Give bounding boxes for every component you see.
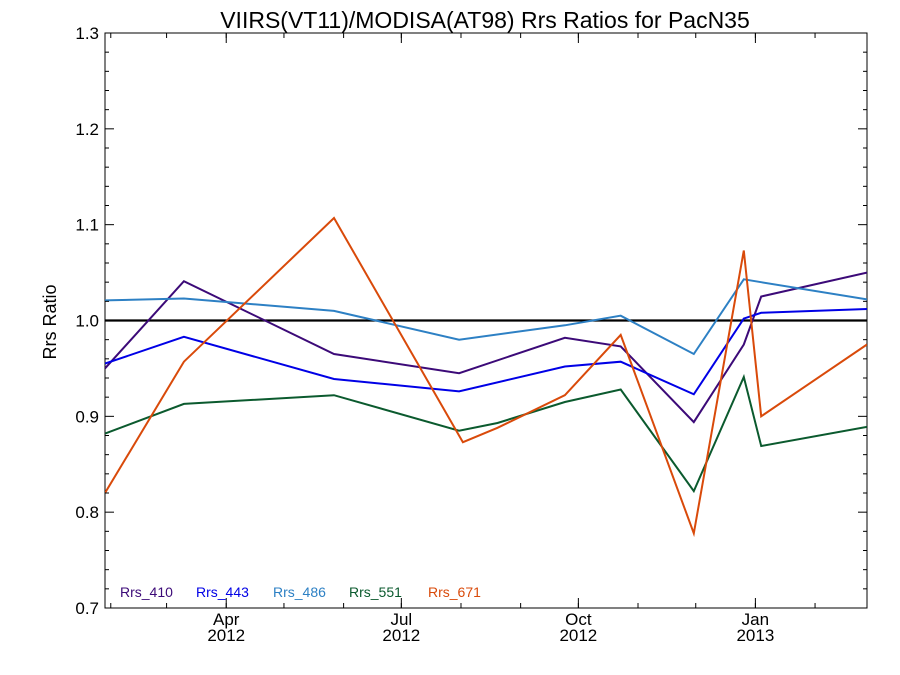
legend: Rrs_410 Rrs_443 Rrs_486 Rrs_551 Rrs_671 bbox=[120, 584, 481, 600]
y-tick-label: 1.2 bbox=[75, 120, 99, 139]
series-line-rrs-671 bbox=[105, 216, 867, 538]
y-tick-label: 1.0 bbox=[75, 312, 99, 331]
x-tick-label-year: 2013 bbox=[736, 626, 774, 645]
chart-title: VIIRS(VT11)/MODISA(AT98) Rrs Ratios for … bbox=[220, 7, 750, 33]
y-axis-label: Rrs Ratio bbox=[40, 284, 60, 359]
legend-entry-rrs-551: Rrs_551 bbox=[349, 584, 402, 600]
x-tick-label-year: 2012 bbox=[559, 626, 597, 645]
series-line-rrs-486 bbox=[105, 278, 867, 356]
x-tick-label-month: Oct bbox=[565, 610, 592, 629]
series-line-rrs-551 bbox=[105, 373, 867, 494]
axes-layer: 0.70.80.91.01.11.21.3Apr2012Jul2012Oct20… bbox=[75, 24, 867, 645]
y-tick-label: 1.1 bbox=[75, 216, 99, 235]
legend-entry-rrs-671: Rrs_671 bbox=[428, 584, 481, 600]
x-tick-label-month: Apr bbox=[213, 610, 240, 629]
legend-entry-rrs-443: Rrs_443 bbox=[196, 584, 249, 600]
x-tick-label-year: 2012 bbox=[382, 626, 420, 645]
y-tick-label: 0.8 bbox=[75, 503, 99, 522]
y-tick-label: 1.3 bbox=[75, 24, 99, 43]
series-line-rrs-410 bbox=[105, 271, 867, 424]
x-tick-label-month: Jul bbox=[390, 610, 412, 629]
y-tick-label: 0.7 bbox=[75, 599, 99, 618]
y-tick-label: 0.9 bbox=[75, 407, 99, 426]
x-tick-label-year: 2012 bbox=[207, 626, 245, 645]
series-layer bbox=[105, 216, 867, 538]
x-tick-label-month: Jan bbox=[742, 610, 769, 629]
legend-entry-rrs-410: Rrs_410 bbox=[120, 584, 173, 600]
legend-entry-rrs-486: Rrs_486 bbox=[273, 584, 326, 600]
